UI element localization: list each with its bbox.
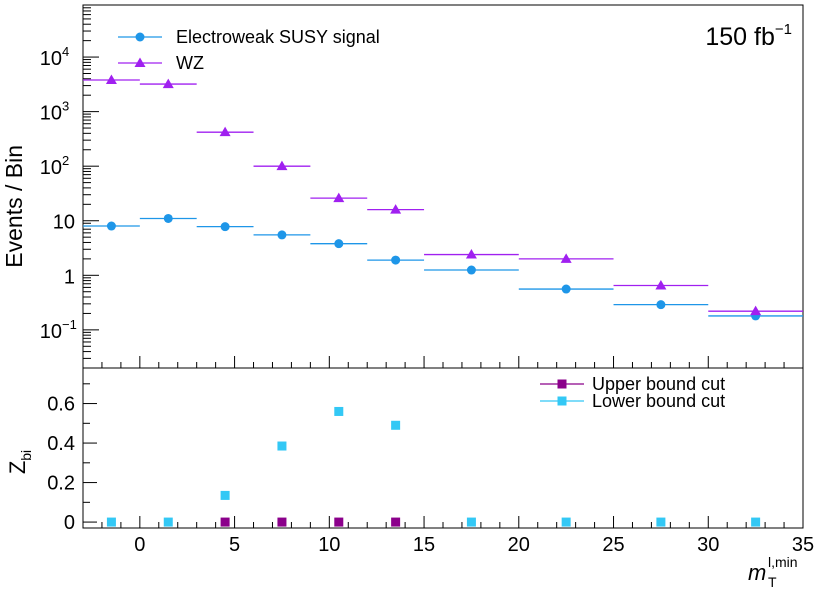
x-tick-label: 0 bbox=[134, 534, 145, 556]
top-x-ticks bbox=[82, 356, 804, 368]
data-point bbox=[466, 265, 476, 275]
bottom-y-ticks: 0 0.2 0.4 0.6 bbox=[47, 383, 97, 534]
x-tick-label: 10 bbox=[318, 534, 340, 556]
top-y-tick-label: 1 bbox=[64, 266, 75, 288]
bottom-x-ticks: 0 5 10 15 20 25 30 35 bbox=[82, 516, 814, 556]
bottom-y-tick-label: 0.4 bbox=[47, 433, 75, 455]
luminosity-value: 150 fb bbox=[705, 23, 775, 51]
data-point bbox=[333, 192, 345, 203]
data-point bbox=[561, 284, 571, 294]
top-y-tick-label: 10−1 bbox=[40, 317, 77, 343]
data-point bbox=[656, 300, 666, 310]
data-point bbox=[105, 74, 117, 84]
x-tick-label: 30 bbox=[697, 534, 719, 556]
x-tick-label: 5 bbox=[229, 534, 240, 556]
data-point bbox=[219, 126, 231, 137]
bottom-y-axis-label: Zbi bbox=[5, 450, 34, 474]
tick-base: 10 bbox=[40, 157, 62, 179]
data-point bbox=[220, 517, 230, 527]
data-point bbox=[466, 517, 476, 527]
data-point bbox=[750, 305, 762, 316]
legend-upper-label: Upper bound cut bbox=[592, 374, 725, 394]
top-y-axis-label: Events / Bin bbox=[1, 145, 27, 268]
data-point bbox=[560, 253, 572, 263]
legend-entry-wz: WZ bbox=[118, 53, 204, 73]
data-point bbox=[751, 517, 761, 527]
x-label-superscript: l,min bbox=[768, 554, 798, 570]
tick-exponent: 2 bbox=[62, 153, 69, 168]
data-point bbox=[277, 517, 287, 527]
tick-base: 10 bbox=[40, 321, 62, 343]
luminosity-exponent: −1 bbox=[775, 21, 792, 38]
legend-lower-marker bbox=[557, 396, 567, 406]
bottom-y-tick-label: 0.6 bbox=[47, 394, 75, 416]
x-axis-label: m bbox=[748, 560, 766, 585]
bottom-data-series bbox=[106, 406, 761, 527]
x-label-main: m bbox=[748, 560, 766, 585]
bottom-y-label-sub: bi bbox=[18, 450, 34, 461]
bottom-y-tick-label: 0.2 bbox=[47, 473, 75, 495]
legend-entry-lower: Lower bound cut bbox=[540, 391, 725, 411]
tick-exponent: 4 bbox=[62, 44, 69, 59]
legend-entry-upper: Upper bound cut bbox=[540, 374, 725, 394]
legend-upper-marker bbox=[557, 379, 567, 389]
top-y-tick-label: 104 bbox=[40, 44, 69, 70]
tick-exponent: −1 bbox=[62, 317, 77, 332]
luminosity-annotation: 150 fb−1 bbox=[705, 21, 792, 51]
data-point bbox=[276, 160, 288, 171]
x-tick-label: 25 bbox=[602, 534, 624, 556]
data-point bbox=[220, 222, 230, 232]
legend-entry-signal: Electroweak SUSY signal bbox=[118, 27, 380, 47]
data-point bbox=[390, 204, 402, 214]
data-point bbox=[106, 517, 116, 527]
data-point bbox=[106, 221, 116, 231]
bottom-y-tick-label: 0 bbox=[64, 512, 75, 534]
data-point bbox=[334, 406, 344, 416]
data-point bbox=[277, 230, 287, 240]
data-point bbox=[561, 517, 571, 527]
legend-wz-marker bbox=[134, 57, 146, 67]
bottom-legend: Upper bound cut Lower bound cut bbox=[540, 374, 725, 411]
legend-wz-label: WZ bbox=[176, 53, 204, 73]
tick-base: 10 bbox=[40, 103, 62, 125]
data-point bbox=[655, 280, 667, 290]
top-data-series bbox=[83, 74, 803, 321]
data-point bbox=[163, 213, 173, 223]
x-tick-label: 35 bbox=[792, 534, 814, 556]
top-y-tick-label: 102 bbox=[40, 153, 69, 179]
top-y-ticks bbox=[83, 4, 99, 369]
data-point bbox=[391, 517, 401, 527]
tick-base: 1 bbox=[64, 266, 75, 288]
bottom-y-label-main: Z bbox=[5, 461, 30, 474]
data-point bbox=[391, 255, 401, 265]
data-point bbox=[163, 517, 173, 527]
bottom-panel: 00.20.40.6 0 5 10 15 20 25 30 35 Zbi m T l,min … bbox=[5, 367, 814, 590]
tick-base: 10 bbox=[40, 48, 62, 70]
legend-signal-marker bbox=[135, 32, 145, 42]
data-point bbox=[162, 78, 174, 89]
data-point bbox=[391, 420, 401, 430]
x-tick-label: 20 bbox=[508, 534, 530, 556]
x-label-subscript: T bbox=[768, 574, 777, 590]
x-tick-label: 15 bbox=[413, 534, 435, 556]
data-point bbox=[334, 239, 344, 249]
tick-exponent: 3 bbox=[62, 99, 69, 114]
top-y-tick-label: 10 bbox=[53, 212, 75, 234]
data-point bbox=[465, 249, 477, 259]
legend-lower-label: Lower bound cut bbox=[592, 391, 725, 411]
data-point bbox=[220, 490, 230, 500]
tick-base: 10 bbox=[53, 212, 75, 234]
data-point bbox=[334, 517, 344, 527]
top-y-tick-label: 103 bbox=[40, 99, 69, 125]
data-point bbox=[656, 517, 666, 527]
legend-signal-label: Electroweak SUSY signal bbox=[176, 27, 380, 47]
top-legend: Electroweak SUSY signal WZ bbox=[118, 27, 380, 73]
data-point bbox=[277, 441, 287, 451]
